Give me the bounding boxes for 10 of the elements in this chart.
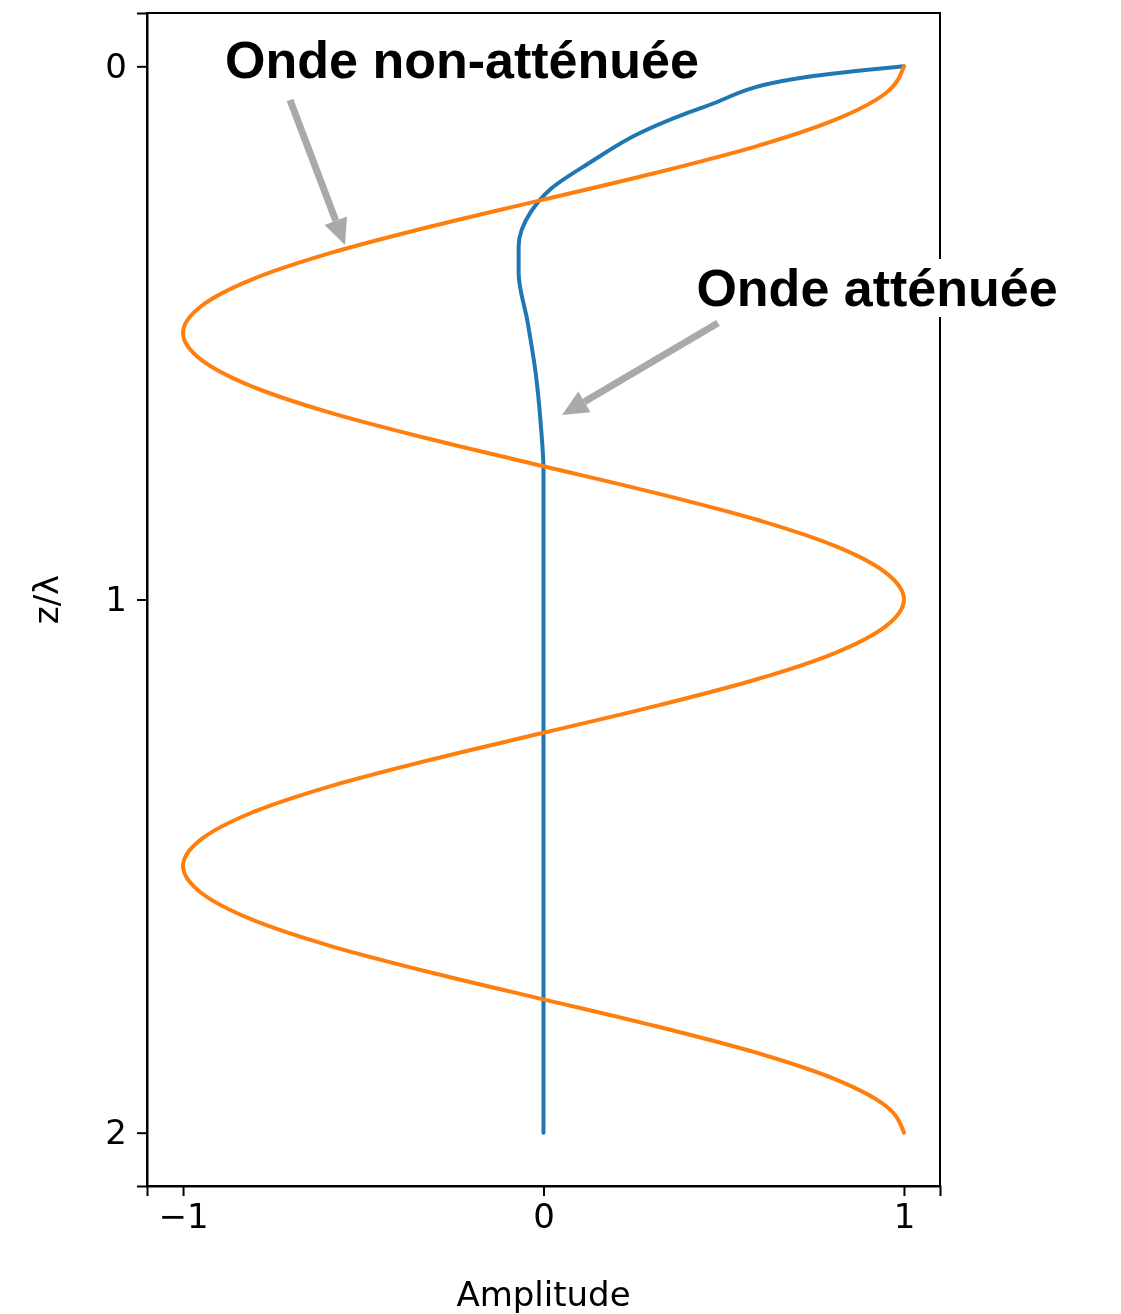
x-tick-label: −1 [158, 1196, 209, 1237]
x-tick-label: 1 [893, 1196, 916, 1237]
x-axis-title: Amplitude [456, 1274, 631, 1314]
y-axis-title: z/λ [26, 574, 66, 625]
y-tick-label: 0 [105, 45, 127, 86]
annotation: Onde atténuée [696, 259, 1058, 317]
y-tick-label: 1 [105, 578, 127, 619]
annotation: Onde non-atténuée [225, 31, 699, 89]
y-tick-label: 2 [105, 1112, 127, 1153]
x-tick-label: 0 [533, 1196, 555, 1237]
